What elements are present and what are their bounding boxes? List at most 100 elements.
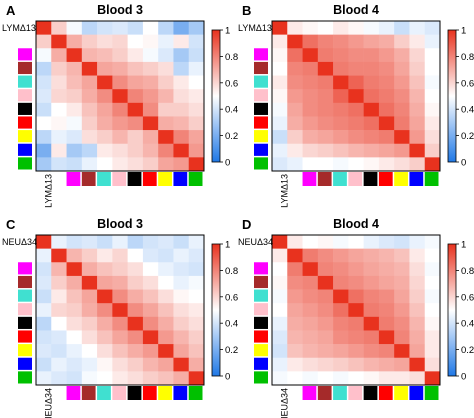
row-group-swatch [18, 116, 32, 129]
heatmap-cell [127, 248, 144, 263]
heatmap-cell [142, 116, 159, 131]
heatmap-cell [424, 157, 441, 172]
heatmap-cell [158, 75, 174, 90]
heatmap-cell [127, 235, 144, 249]
heatmap-cell [409, 303, 426, 318]
heatmap-cell [173, 157, 190, 172]
row-group-swatch [254, 89, 268, 102]
heatmap-cell [333, 235, 349, 249]
heatmap-cell [363, 34, 380, 49]
colorbar-tick-label: 0.2 [461, 131, 474, 142]
heatmap-cell [333, 248, 349, 263]
heatmap-cell [158, 34, 174, 49]
row-group-swatch [254, 262, 268, 275]
heatmap-cell [127, 316, 144, 331]
heatmap-cell [333, 316, 349, 331]
heatmap-cell [424, 34, 441, 49]
heatmap-cell [317, 248, 334, 263]
heatmap-cell [188, 143, 205, 158]
heatmap-cell [97, 262, 113, 277]
heatmap-cell [97, 344, 113, 359]
panel-title: Blood 3 [97, 217, 143, 231]
heatmap-cell [348, 102, 364, 117]
heatmap-cell [272, 357, 288, 372]
heatmap-cell [51, 344, 67, 359]
heatmap-cell [378, 371, 395, 386]
heatmap-cell [142, 48, 159, 63]
heatmap-cell [394, 116, 410, 131]
heatmap-cell [287, 102, 303, 117]
heatmap-cell [127, 330, 144, 345]
heatmap-cell [142, 330, 159, 345]
heatmap-cell [36, 21, 52, 35]
heatmap-cell [378, 344, 395, 359]
heatmap-cell [97, 289, 113, 304]
heatmap-cell [317, 275, 334, 290]
heatmap-cell [173, 303, 190, 318]
heatmap-cell [81, 371, 98, 386]
column-group-swatch [97, 386, 111, 400]
heatmap-cell [36, 371, 52, 386]
heatmap-cell [333, 157, 349, 172]
heatmap-cell [317, 21, 334, 35]
heatmap-cell [409, 75, 426, 90]
heatmap-cell [51, 316, 67, 331]
heatmap-cell [112, 116, 128, 131]
heatmap-cell [272, 289, 288, 304]
heatmap-cell [173, 316, 190, 331]
colorbar-tick-label: 1 [225, 240, 230, 251]
heatmap-panel-b: B Blood 4 LYMΔ13 LYMΔ13 0 0.2 0.4 0.6 0.8 1 [238, 3, 474, 208]
row-group-swatch [254, 344, 268, 357]
heatmap-cell [409, 157, 426, 172]
column-group-swatch [97, 172, 111, 186]
heatmap-cell [378, 75, 395, 90]
heatmap-cell [378, 102, 395, 117]
heatmap-cell [394, 75, 410, 90]
heatmap-cell [142, 89, 159, 104]
heatmap-cell [188, 75, 205, 90]
heatmap-cell [302, 344, 319, 359]
heatmap-cell [409, 316, 426, 331]
heatmap-cell [36, 262, 52, 277]
heatmap-cell [333, 130, 349, 145]
heatmap-cell [363, 116, 380, 131]
heatmap-frame [35, 234, 205, 386]
heatmap-cell [142, 262, 159, 277]
heatmap-cell [112, 75, 128, 90]
heatmap-cell [81, 21, 98, 35]
heatmap-cell [378, 357, 395, 372]
heatmap-cell [158, 275, 174, 290]
heatmap-cell [51, 289, 67, 304]
heatmap-cell [127, 289, 144, 304]
colorbar-tick-label: 0.4 [461, 105, 474, 116]
row-group-swatch [18, 344, 32, 357]
heatmap-cell [127, 130, 144, 145]
colorbar-tick-label: 0.4 [225, 319, 238, 330]
heatmap-cell [142, 248, 159, 263]
heatmap-cell [409, 344, 426, 359]
heatmap-cell [81, 34, 98, 49]
heatmap-cell [333, 61, 349, 76]
heatmap-cell [188, 262, 205, 277]
heatmap-cell [127, 303, 144, 318]
heatmap-cell [333, 21, 349, 35]
heatmap-cell [173, 262, 190, 277]
heatmap-cell [173, 34, 190, 49]
heatmap-cell [142, 275, 159, 290]
heatmap-cell [317, 143, 334, 158]
row-group-swatch [254, 316, 268, 329]
heatmap-cell [188, 330, 205, 345]
heatmap-cell [158, 330, 174, 345]
heatmap-cell [36, 116, 52, 131]
heatmap-cell [363, 330, 380, 345]
heatmap-cell [127, 262, 144, 277]
heatmap-cell [378, 143, 395, 158]
heatmap-cell [51, 371, 67, 386]
colorbar-tick-label: 0.4 [461, 319, 474, 330]
heatmap-cell [97, 330, 113, 345]
heatmap-cell [272, 316, 288, 331]
heatmap-cell [363, 89, 380, 104]
heatmap-cell [272, 262, 288, 277]
heatmap-cell [36, 316, 52, 331]
heatmap-cell [409, 61, 426, 76]
